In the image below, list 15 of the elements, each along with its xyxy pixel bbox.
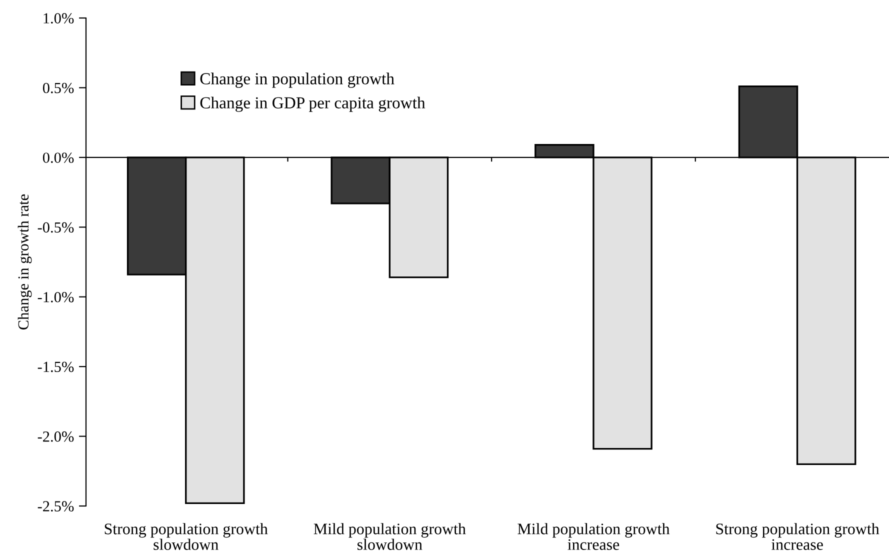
y-tick-label: -2.5% [38,501,74,512]
legend-label: Change in population growth [200,72,394,88]
y-tick-label: -1.5% [38,362,74,372]
x-tick-label: Mild population growth increase [518,523,670,550]
x-tick-label: Strong population growth slowdown [104,523,268,550]
y-tick-label: -0.5% [38,222,74,233]
y-axis-title: Change in growth rate [18,194,32,330]
y-tick-label: 1.0% [44,13,74,24]
y-tick-label: -2.0% [38,431,74,442]
x-tick-label: Mild population growth slowdown [314,523,466,550]
y-tick-label: 0.0% [42,152,74,163]
legend-label: Change in GDP per capita growth [200,96,426,112]
y-tick-label: -1.0% [38,292,74,302]
y-tick-label: 0.5% [42,82,74,94]
x-tick-label: Strong population growth increase [716,523,880,550]
